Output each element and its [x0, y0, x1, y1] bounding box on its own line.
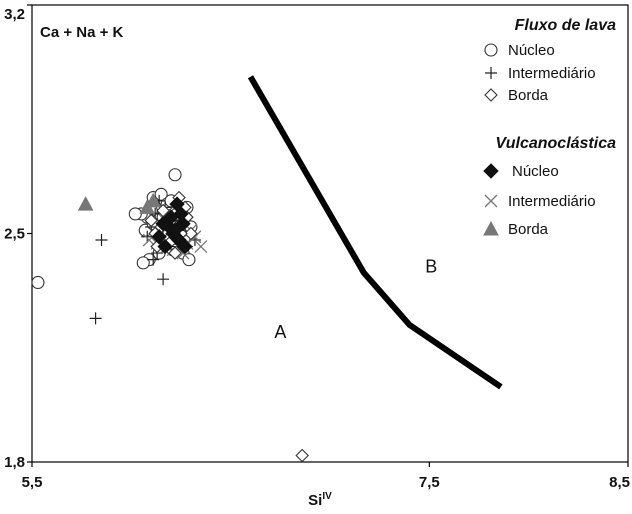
point-plus	[157, 273, 170, 286]
point-diamond-open	[184, 226, 198, 241]
legend-label: Intermediário	[508, 65, 596, 82]
point-diamond-filled	[157, 238, 173, 255]
x-axis-ticks: 5,5 7,5 8,5	[22, 462, 630, 491]
point-plus	[95, 234, 108, 247]
y-axis-ticks: 1,8 2,5 3,2	[4, 4, 32, 471]
point-x	[194, 240, 208, 254]
y-axis-label: Ca + Na + K	[40, 24, 124, 41]
x-axis-label-superscript: IV	[322, 491, 332, 502]
legend-label: Núcleo	[512, 163, 559, 180]
point-diamond-open	[144, 213, 158, 228]
point-circle-open	[168, 168, 182, 182]
point-plus	[147, 253, 160, 266]
point-circle-open	[31, 275, 45, 290]
legend-label: Intermediário	[508, 193, 596, 210]
x-tick-label: 5,5	[22, 474, 43, 491]
legend-label: Borda	[508, 87, 549, 104]
legend-marker-x	[484, 194, 498, 208]
point-plus	[89, 312, 102, 325]
point-plus	[141, 230, 154, 243]
y-tick-label: 1,8	[4, 454, 25, 471]
point-circle-open	[128, 207, 142, 221]
y-tick-label: 2,5	[4, 226, 25, 243]
x-tick-label: 8,5	[609, 474, 630, 491]
legend-marker-diamond-filled	[483, 163, 499, 179]
legend-marker-diamond-open	[484, 88, 498, 102]
point-diamond-filled	[167, 222, 183, 238]
point-diamond-open	[295, 448, 309, 463]
legend-label: Núcleo	[508, 42, 555, 59]
region-label: A	[274, 322, 286, 342]
x-axis-label-main: Si	[308, 492, 322, 509]
point-triangle-filled	[145, 192, 162, 208]
point-triangle-filled	[139, 199, 156, 214]
legend-marker-triangle-filled	[483, 220, 499, 236]
point-diamond-filled	[169, 196, 185, 212]
x-tick-label: 7,5	[419, 474, 440, 491]
point-diamond-filled	[163, 209, 179, 225]
data-points	[31, 168, 309, 463]
y-tick-label: 3,2	[4, 6, 25, 23]
region-label: B	[425, 257, 437, 277]
legend-marker-plus	[485, 67, 497, 79]
legend-label: Borda	[508, 221, 549, 238]
x-axis-label: SiIV	[308, 491, 332, 509]
region-labels: AB	[274, 257, 437, 342]
legend: Fluxo de lava Núcleo Intermediário Borda Vul…	[483, 17, 616, 238]
legend-group-title: Fluxo de lava	[515, 17, 616, 34]
boundary-line	[247, 75, 503, 390]
legend-group-title: Vulcanoclástica	[495, 135, 616, 152]
point-triangle-filled	[77, 196, 94, 211]
plot-frame	[31, 4, 629, 463]
boundary-line-group	[247, 75, 503, 390]
legend-marker-circle-open	[484, 43, 498, 57]
point-circle-open	[136, 256, 150, 270]
point-diamond-filled	[151, 229, 167, 245]
point-diamond-open	[168, 246, 182, 260]
